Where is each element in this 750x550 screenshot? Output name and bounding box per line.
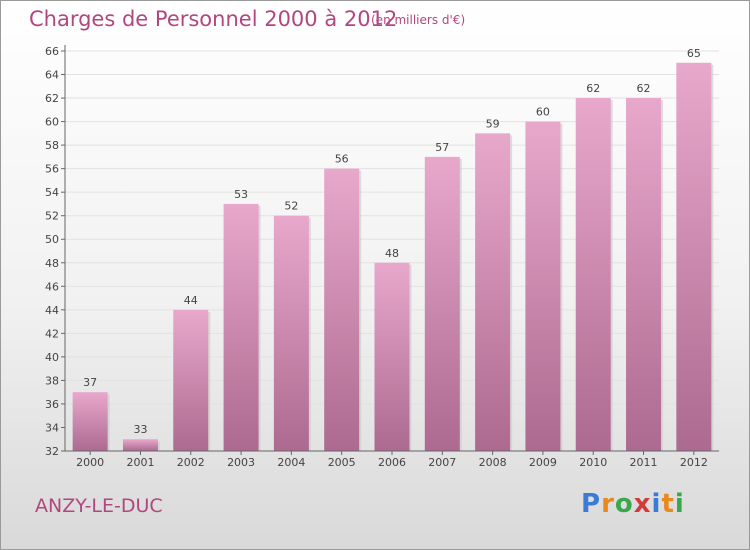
bar-value-label: 60 — [536, 106, 550, 119]
y-tick-label: 38 — [45, 374, 59, 387]
bar-value-label: 33 — [133, 423, 147, 436]
bar — [475, 133, 511, 451]
x-tick-label: 2008 — [479, 456, 507, 469]
logo-letter: r — [601, 489, 615, 519]
bar — [374, 262, 410, 451]
bar-value-label: 59 — [486, 117, 500, 130]
logo-letter: t — [661, 489, 675, 519]
chart-subtitle: (en milliers d'€) — [371, 13, 466, 27]
logo-letter: o — [614, 489, 634, 519]
bar-value-label: 56 — [335, 153, 349, 166]
bar-value-label: 62 — [637, 82, 651, 95]
x-tick-label: 2004 — [277, 456, 305, 469]
bar-value-label: 57 — [435, 141, 449, 154]
bar — [122, 439, 158, 451]
y-tick-label: 50 — [45, 233, 59, 246]
y-tick-label: 60 — [45, 116, 59, 129]
x-tick-label: 2009 — [529, 456, 557, 469]
x-tick-label: 2003 — [227, 456, 255, 469]
y-tick-label: 56 — [45, 163, 59, 176]
bar — [525, 121, 561, 452]
y-tick-label: 54 — [45, 186, 59, 199]
x-tick-label: 2012 — [680, 456, 708, 469]
bars: 37 33 44 53 52 56 48 57 59 60 62 62 65 — [72, 47, 714, 452]
logo-letter: x — [633, 489, 652, 519]
axes: 32 34 36 38 40 42 44 46 48 50 52 54 56 58 60 62 64 66 2000… — [45, 45, 719, 469]
x-tick-label: 2007 — [428, 456, 456, 469]
place-name: ANZY-LE-DUC — [35, 495, 163, 517]
y-tick-label: 62 — [45, 92, 59, 105]
y-tick-label: 40 — [45, 351, 59, 364]
bar-value-label: 62 — [586, 82, 600, 95]
x-tick-label: 2010 — [579, 456, 607, 469]
y-tick-label: 42 — [45, 327, 59, 340]
bar — [72, 392, 108, 451]
bar-value-label: 65 — [687, 47, 701, 60]
bar — [676, 62, 712, 451]
y-tick-label: 48 — [45, 257, 59, 270]
y-tick-label: 44 — [45, 304, 59, 317]
bar — [273, 215, 309, 451]
logo-letter: P — [581, 489, 602, 519]
bar — [575, 98, 611, 451]
y-tick-label: 66 — [45, 45, 59, 58]
bar-value-label: 52 — [284, 200, 298, 213]
bar-value-label: 37 — [83, 376, 97, 389]
y-tick-label: 46 — [45, 280, 59, 293]
bar — [626, 98, 662, 451]
bar — [424, 156, 460, 451]
y-tick-label: 64 — [45, 69, 59, 82]
proxiti-logo: Proxiti — [581, 489, 685, 519]
logo-letter: i — [674, 489, 685, 519]
bar — [324, 168, 360, 451]
bar-value-label: 44 — [184, 294, 198, 307]
x-tick-label: 2000 — [76, 456, 104, 469]
y-tick-label: 34 — [45, 421, 59, 434]
x-tick-label: 2011 — [630, 456, 658, 469]
chart-title: Charges de Personnel 2000 à 2012 — [29, 7, 398, 31]
x-tick-label: 2001 — [126, 456, 154, 469]
bar-value-label: 53 — [234, 188, 248, 201]
x-tick-label: 2005 — [328, 456, 356, 469]
y-tick-label: 32 — [45, 445, 59, 458]
x-tick-label: 2002 — [177, 456, 205, 469]
bar-value-label: 48 — [385, 247, 399, 260]
x-tick-label: 2006 — [378, 456, 406, 469]
y-tick-label: 52 — [45, 210, 59, 223]
y-tick-label: 36 — [45, 398, 59, 411]
y-tick-label: 58 — [45, 139, 59, 152]
logo-letter: i — [651, 489, 662, 519]
bar — [173, 309, 209, 451]
bar — [223, 203, 259, 451]
